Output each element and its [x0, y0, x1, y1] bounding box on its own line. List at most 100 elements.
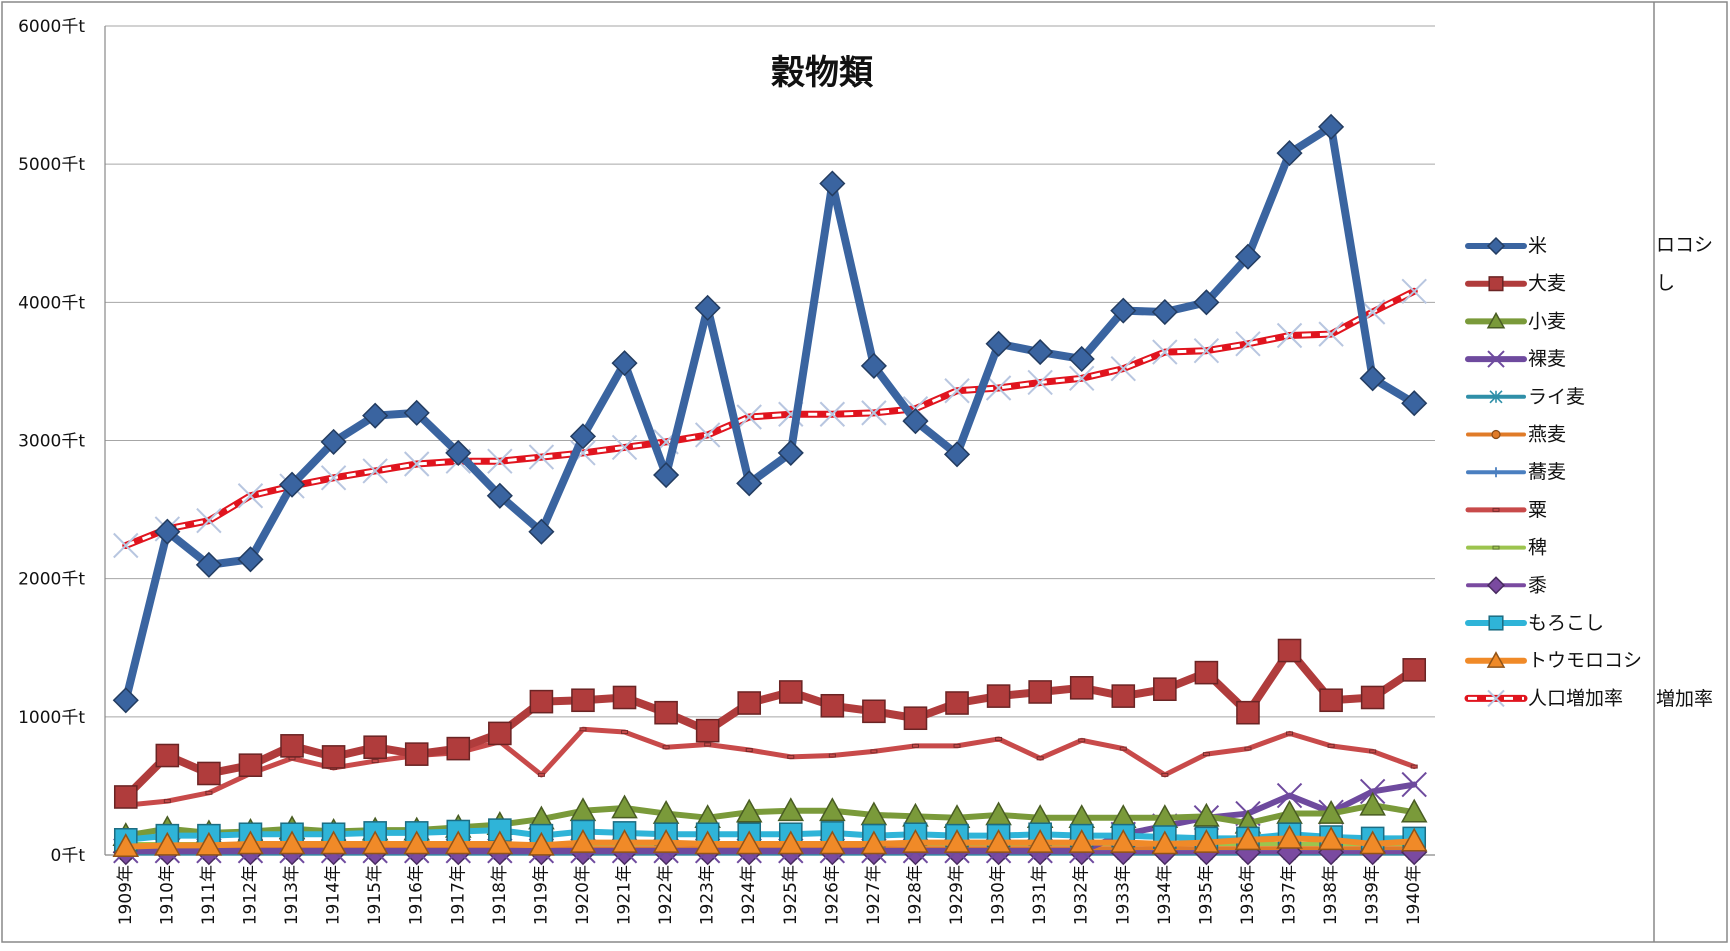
- data-point: [404, 451, 430, 477]
- data-point: [704, 742, 712, 747]
- x-tick-label: 1914年: [324, 865, 344, 925]
- data-point: [362, 402, 389, 429]
- series-2: [113, 638, 1427, 809]
- legend-item-12: トウモロコシ: [1465, 650, 1642, 672]
- data-point: [777, 830, 805, 855]
- x-tick-label: 1939年: [1363, 865, 1383, 925]
- legend-item-10: 黍: [1466, 574, 1547, 596]
- x-tick-label: 1931年: [1030, 865, 1050, 925]
- data-point: [820, 693, 845, 718]
- data-point: [321, 745, 346, 769]
- data-point: [1401, 278, 1427, 304]
- data-point: [736, 470, 763, 497]
- data-point: [486, 830, 514, 855]
- data-point: [1194, 660, 1219, 685]
- legend-item-4: 裸麦: [1465, 348, 1566, 370]
- data-point: [488, 721, 512, 746]
- data-point: [819, 170, 846, 197]
- data-point: [1359, 830, 1386, 855]
- x-tick-label: 1923年: [698, 865, 718, 925]
- data-point: [1400, 798, 1428, 823]
- data-point: [777, 797, 805, 822]
- data-point: [1359, 791, 1386, 816]
- data-point: [486, 482, 513, 509]
- data-point: [320, 428, 347, 455]
- legend-item-2: 大麦: [1465, 273, 1566, 295]
- data-point: [403, 399, 430, 426]
- legend-label: トウモロコシ: [1528, 650, 1642, 672]
- data-point: [1068, 345, 1095, 373]
- data-point: [569, 829, 597, 853]
- data-point: [1193, 829, 1220, 853]
- data-point: [361, 830, 389, 855]
- data-point: [860, 352, 887, 379]
- x-tick-label: 1935年: [1196, 865, 1216, 925]
- legend-item-5: ライ麦: [1466, 386, 1585, 408]
- side-fragment-2: し: [1656, 272, 1675, 294]
- data-point: [238, 753, 263, 777]
- legend-item-7: 蕎麦: [1466, 461, 1566, 483]
- data-point: [155, 743, 180, 768]
- data-point: [819, 830, 846, 855]
- data-point: [860, 830, 888, 855]
- legend-marker: [1487, 350, 1505, 368]
- legend-marker: [1486, 651, 1506, 668]
- x-tick-label: 1919年: [531, 865, 551, 925]
- x-tick-label: 1912年: [240, 865, 260, 925]
- x-tick-label: 1926年: [822, 865, 842, 925]
- data-point: [819, 797, 846, 822]
- data-point: [1318, 113, 1345, 140]
- legend-item-1: 米: [1465, 235, 1547, 257]
- data-point: [403, 830, 430, 855]
- data-point: [1028, 680, 1052, 704]
- data-point: [945, 691, 969, 715]
- data-point: [1193, 337, 1220, 364]
- data-point: [652, 829, 680, 853]
- x-tick-label: 1938年: [1321, 865, 1341, 925]
- data-point: [819, 401, 846, 427]
- data-point: [737, 691, 762, 715]
- x-tick-label: 1927年: [864, 865, 884, 925]
- data-point: [446, 736, 471, 761]
- data-point: [1359, 778, 1386, 805]
- data-point: [1161, 772, 1169, 777]
- side-fragment-1: ロコシ: [1656, 234, 1713, 256]
- side-fragment-3: 増加率: [1656, 688, 1713, 710]
- data-point: [278, 830, 306, 855]
- data-point: [1410, 764, 1418, 769]
- data-point: [621, 730, 629, 735]
- y-tick-label: 5000千t: [18, 155, 85, 175]
- y-tick-label: 6000千t: [18, 17, 85, 37]
- data-point: [196, 507, 222, 534]
- legend-marker: [1489, 390, 1503, 404]
- x-tick-label: 1918年: [490, 865, 510, 925]
- data-point: [537, 772, 545, 777]
- legend-label: 米: [1528, 235, 1547, 257]
- data-point: [1360, 685, 1385, 710]
- data-point: [1193, 802, 1220, 827]
- legend-item-13: 人口増加率: [1464, 687, 1623, 709]
- x-tick-label: 1929年: [947, 865, 967, 925]
- data-point: [1069, 676, 1094, 700]
- data-point: [445, 439, 472, 466]
- data-point: [1234, 243, 1262, 270]
- data-point: [953, 743, 961, 748]
- legend-label: 小麦: [1528, 310, 1566, 332]
- data-point: [694, 830, 721, 855]
- legend-label: 黍: [1528, 574, 1547, 596]
- data-point: [735, 798, 763, 823]
- data-point: [528, 518, 555, 545]
- data-point: [197, 761, 221, 786]
- data-point: [694, 294, 721, 321]
- data-point: [1110, 297, 1137, 324]
- legend-label: ライ麦: [1528, 386, 1585, 408]
- data-point: [612, 685, 637, 710]
- data-point: [611, 829, 638, 853]
- x-tick-label: 1917年: [448, 865, 468, 925]
- data-point: [654, 700, 678, 725]
- data-point: [363, 735, 387, 760]
- data-point: [985, 330, 1012, 357]
- data-point: [320, 830, 347, 855]
